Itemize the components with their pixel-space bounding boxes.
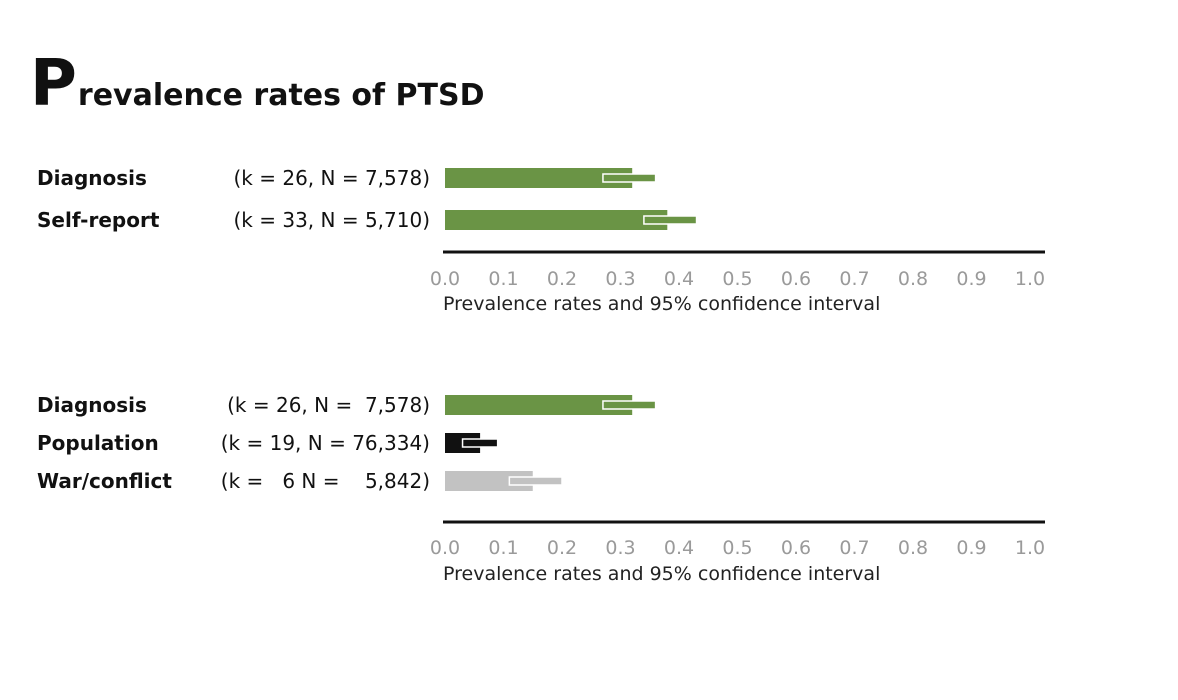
tick-label: 0.8 <box>898 268 928 290</box>
row-stats: (k = 26, N = 7,578) <box>227 393 430 417</box>
row-label: Self-report <box>37 208 160 232</box>
title-rest: revalence rates of PTSD <box>77 78 485 113</box>
tick-label: 0.6 <box>781 537 811 559</box>
row-label: War/conflict <box>37 469 172 493</box>
row-label: Diagnosis <box>37 166 147 190</box>
tick-label: 0.0 <box>430 268 460 290</box>
tick-label: 0.9 <box>956 268 986 290</box>
ci-interval <box>602 400 657 410</box>
row-stats: (k = 6 N = 5,842) <box>221 469 430 493</box>
ci-interval <box>508 476 563 486</box>
tick-label: 0.3 <box>605 537 635 559</box>
bar <box>445 168 633 188</box>
x-axis-label: Prevalence rates and 95% confidence inte… <box>443 293 880 315</box>
title-initial: P <box>30 47 77 121</box>
bar <box>445 471 533 491</box>
tick-label: 0.3 <box>605 268 635 290</box>
row-label: Diagnosis <box>37 393 147 417</box>
tick-label: 0.7 <box>839 268 869 290</box>
tick-label: 0.8 <box>898 537 928 559</box>
tick-label: 0.1 <box>488 268 518 290</box>
ci-interval <box>461 438 499 448</box>
tick-label: 0.2 <box>547 537 577 559</box>
row-stats: (k = 19, N = 76,334) <box>221 431 430 455</box>
tick-label: 0.7 <box>839 537 869 559</box>
row-label: Population <box>37 431 159 455</box>
tick-label: 0.4 <box>664 537 694 559</box>
tick-label: 0.1 <box>488 537 518 559</box>
tick-label: 0.0 <box>430 537 460 559</box>
x-axis-label: Prevalence rates and 95% confidence inte… <box>443 563 880 585</box>
tick-label: 0.6 <box>781 268 811 290</box>
tick-label: 0.9 <box>956 537 986 559</box>
tick-label: 0.5 <box>722 537 752 559</box>
tick-label: 0.2 <box>547 268 577 290</box>
tick-label: 1.0 <box>1015 537 1045 559</box>
bar <box>445 395 633 415</box>
ci-interval <box>643 215 698 225</box>
row-stats: (k = 26, N = 7,578) <box>233 166 430 190</box>
page-title: Prevalence rates of PTSD <box>30 52 485 116</box>
tick-label: 0.4 <box>664 268 694 290</box>
row-stats: (k = 33, N = 5,710) <box>233 208 430 232</box>
bar <box>445 210 668 230</box>
tick-label: 1.0 <box>1015 268 1045 290</box>
tick-label: 0.5 <box>722 268 752 290</box>
ci-interval <box>602 173 657 183</box>
